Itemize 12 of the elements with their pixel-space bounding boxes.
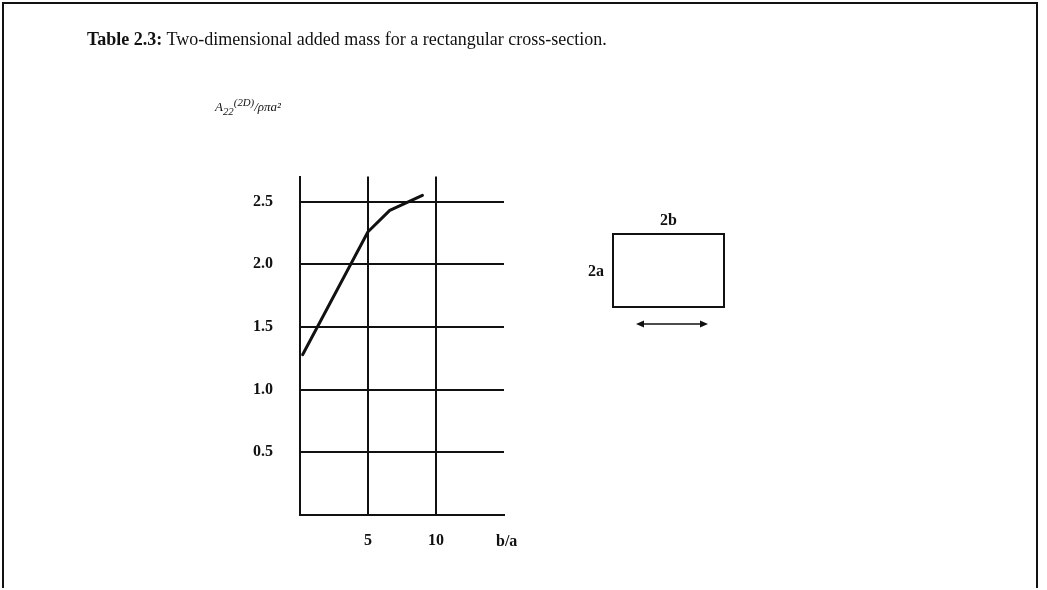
text: 2a — [588, 261, 604, 280]
y-tick-label: 1.0 — [253, 379, 273, 397]
chart-title: Table 2.3: Two-dimensional added mass for a rectangular cross-section. — [87, 29, 607, 49]
y-tick-label: 2.5 — [253, 191, 273, 209]
x-axis-title: b/a — [496, 532, 518, 550]
text: 2b — [660, 211, 677, 229]
y-tick-label: 0.5 — [253, 442, 273, 460]
y-tick-label: 1.5 — [253, 317, 273, 335]
x-tick-label: 5 — [364, 530, 372, 548]
y-tick-label: 2.0 — [253, 254, 273, 272]
y-axis-title: A$_{22}$$^{(2D)}$/ρπa² — [215, 96, 281, 118]
x-tick-label: 10 — [428, 530, 444, 548]
